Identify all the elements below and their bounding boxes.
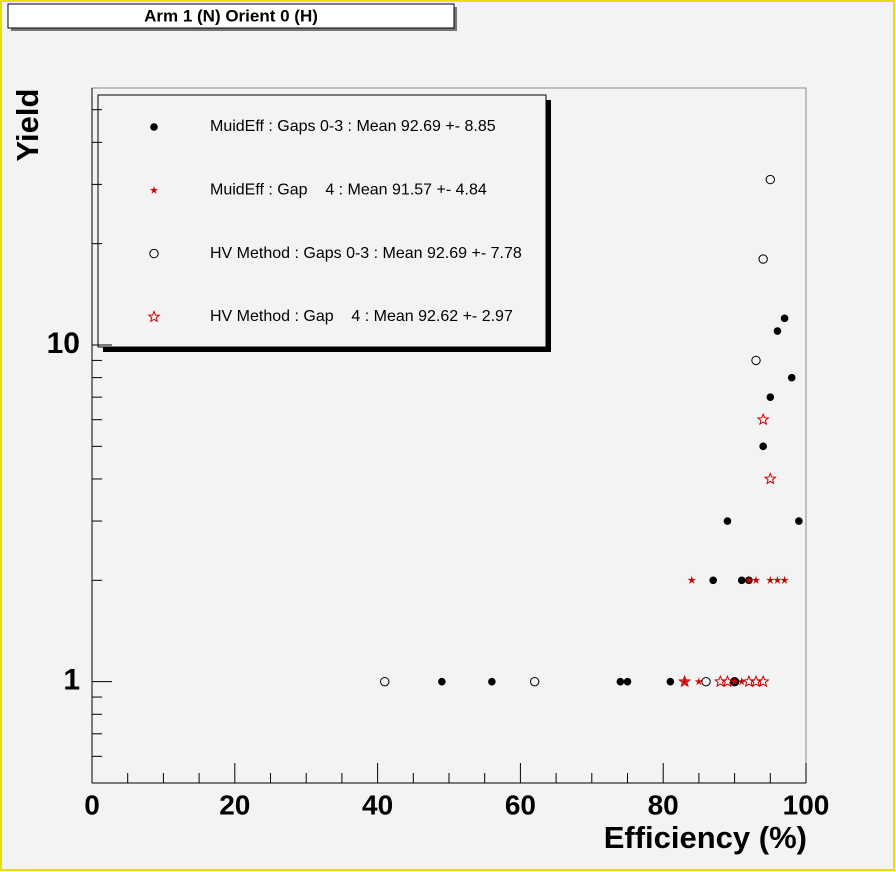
point [758,254,768,264]
point [787,373,796,382]
point [780,314,789,323]
point [666,677,675,686]
point [759,442,767,451]
point [678,674,692,688]
point [616,677,625,686]
legend-label: HV Method : Gap 4 : Mean 92.62 +- 2.97 [210,308,513,325]
point [763,472,777,485]
point [756,674,770,688]
point [380,676,390,687]
legend-label: MuidEff : Gap 4 : Mean 91.57 +- 4.84 [210,182,487,199]
point [488,677,496,686]
point [773,327,782,335]
legend-label: MuidEff : Gaps 0-3 : Mean 92.69 +- 8.85 [210,118,496,135]
point [737,677,746,686]
point [766,575,775,584]
point [680,677,689,686]
point [701,676,711,687]
y-tick-label: 10 [47,327,80,360]
point [723,517,732,525]
point [795,517,803,525]
x-tick-label: 0 [84,789,100,820]
point [694,677,704,686]
x-axis-title: Efficiency (%) [604,820,807,855]
point [780,575,789,584]
legend-box [97,94,547,348]
point [687,575,696,584]
point [751,575,761,584]
point [623,677,632,686]
x-tick-label: 40 [362,789,393,820]
point [765,174,775,185]
point [730,677,739,686]
point [529,676,540,687]
legend-marker [149,185,159,194]
point [751,355,761,366]
chart-title: Arm 1 (N) Orient 0 (H) [144,6,318,25]
point [744,575,754,584]
point [773,575,782,584]
legend-label: HV Method : Gaps 0-3 : Mean 92.69 +- 7.7… [210,245,522,262]
x-tick-label: 80 [648,789,679,820]
point [438,677,446,686]
x-tick-label: 100 [783,789,830,820]
title-box [7,3,455,29]
x-tick-label: 20 [219,789,250,820]
y-tick-label: 1 [63,664,80,697]
legend-marker [150,123,158,131]
point [756,412,770,426]
y-axis-title: Yield [10,89,45,162]
point [737,576,746,585]
x-tick-label: 60 [505,789,536,820]
point [766,393,775,401]
point [709,576,717,585]
point [720,674,734,688]
legend-marker [149,248,159,259]
legend-marker [147,310,161,323]
